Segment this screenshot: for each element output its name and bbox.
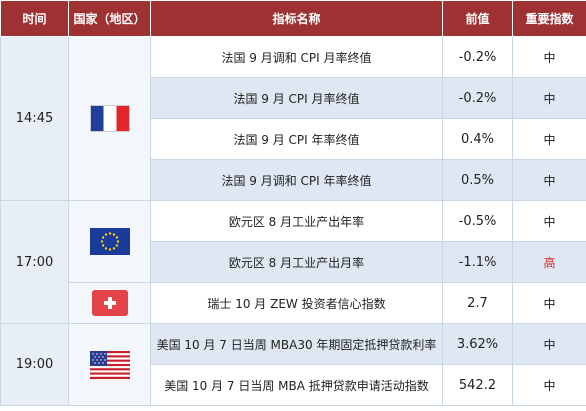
country-cell: [68, 200, 151, 283]
previous-value: -0.2%: [442, 36, 513, 78]
indicator-name: 瑞士 10 月 ZEW 投资者信心指数: [150, 282, 443, 324]
country-cell: [68, 323, 151, 406]
importance-value: 中: [512, 36, 586, 78]
table-row: 17:00: [0, 200, 586, 324]
previous-value: 0.4%: [442, 118, 513, 160]
time-cell: 17:00: [0, 200, 69, 324]
switzerland-flag-icon: [91, 290, 128, 316]
previous-value: 0.5%: [442, 159, 513, 201]
usa-flag-icon: [89, 350, 130, 379]
header-time: 时间: [0, 0, 69, 37]
table-row: 法国 9 月 CPI 年率终值 0.4% 中: [1, 118, 586, 160]
table-row: 法国 9 月调和 CPI 年率终值 0.5% 中: [1, 159, 586, 201]
previous-value: 3.62%: [442, 323, 513, 365]
time-cell: 19:00: [0, 323, 69, 406]
importance-value: 中: [512, 118, 586, 160]
indicator-name: 法国 9 月调和 CPI 月率终值: [150, 36, 443, 78]
previous-value: -0.2%: [442, 77, 513, 119]
indicator-name: 法国 9 月 CPI 年率终值: [150, 118, 443, 160]
importance-value: 中: [512, 282, 586, 324]
previous-value: 2.7: [442, 282, 513, 324]
previous-value: -0.5%: [442, 200, 513, 242]
indicator-name: 美国 10 月 7 日当周 MBA 抵押贷款申请活动指数: [150, 364, 443, 406]
importance-value: 中: [512, 159, 586, 201]
indicator-name: 欧元区 8 月工业产出年率: [150, 200, 443, 242]
indicator-name: 欧元区 8 月工业产出月率: [150, 241, 443, 283]
importance-value: 高: [512, 241, 586, 283]
previous-value: 542.2: [442, 364, 513, 406]
header-country: 国家（地区）: [68, 0, 151, 37]
importance-value: 中: [512, 77, 586, 119]
table-row: 瑞士 10 月 ZEW 投资者信心指数 2.7 中: [1, 282, 586, 324]
indicator-name: 法国 9 月 CPI 月率终值: [150, 77, 443, 119]
france-flag-icon: [89, 105, 130, 132]
importance-value: 中: [512, 323, 586, 365]
table-row: 19:00: [0, 323, 586, 406]
header-indicator: 指标名称: [150, 0, 443, 37]
importance-value: 中: [512, 364, 586, 406]
table-row: 美国 10 月 7 日当周 MBA 抵押贷款申请活动指数 542.2 中: [1, 364, 586, 406]
table-row: 法国 9 月 CPI 月率终值 -0.2% 中: [1, 77, 586, 119]
table-row: 14:45 法国 9 月调和 CPI 月率终值 -0.2% 中: [0, 36, 586, 201]
country-cell: [68, 36, 151, 201]
time-cell: 14:45: [0, 36, 69, 201]
header-importance: 重要指数: [512, 0, 586, 37]
importance-value: 中: [512, 200, 586, 242]
country-cell: [68, 282, 151, 324]
indicator-name: 法国 9 月调和 CPI 年率终值: [150, 159, 443, 201]
previous-value: -1.1%: [442, 241, 513, 283]
header-row: 时间 国家（地区） 指标名称 前值 重要指数: [0, 0, 586, 37]
header-previous: 前值: [442, 0, 513, 37]
table-row: 欧元区 8 月工业产出月率 -1.1% 高: [1, 241, 586, 283]
indicator-name: 美国 10 月 7 日当周 MBA30 年期固定抵押贷款利率: [150, 323, 443, 365]
eu-flag-icon: [89, 228, 130, 255]
